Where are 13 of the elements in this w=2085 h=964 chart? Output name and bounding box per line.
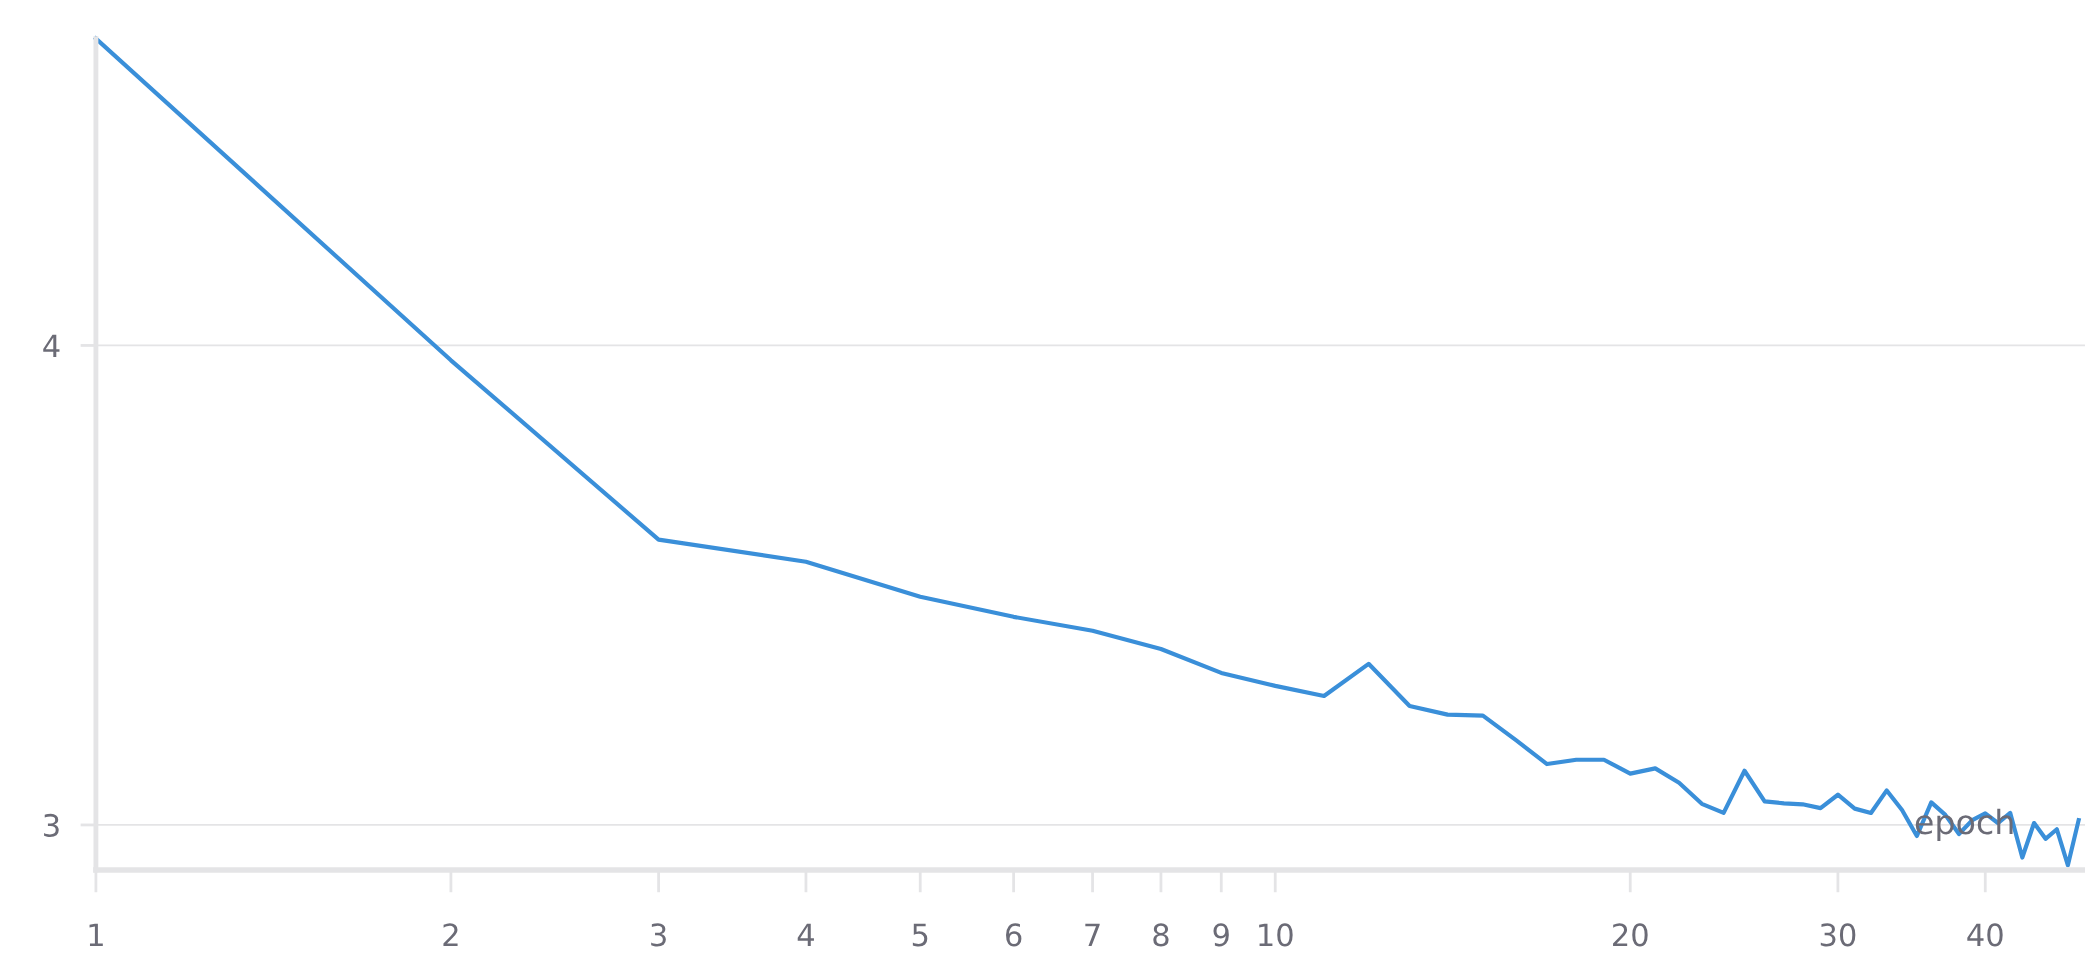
x-tick-label: 5 — [912, 923, 928, 947]
x-tick-label: 40 — [1967, 923, 2003, 947]
x-tick-label: 7 — [1085, 923, 1100, 947]
x-tick-label: 8 — [1153, 923, 1169, 947]
x-tick-label: 1 — [89, 923, 103, 947]
x-tick-label: 30 — [1820, 923, 1856, 947]
x-tick-label: 4 — [797, 923, 814, 947]
x-tick-label: 3 — [651, 923, 666, 947]
x-tick-label: 10 — [1259, 923, 1293, 947]
x-tick-label: 6 — [1006, 923, 1022, 947]
x-tick-label: 20 — [1613, 923, 1648, 947]
x-tick-label: 2 — [443, 923, 458, 947]
x-tick-label: 9 — [1213, 923, 1229, 947]
